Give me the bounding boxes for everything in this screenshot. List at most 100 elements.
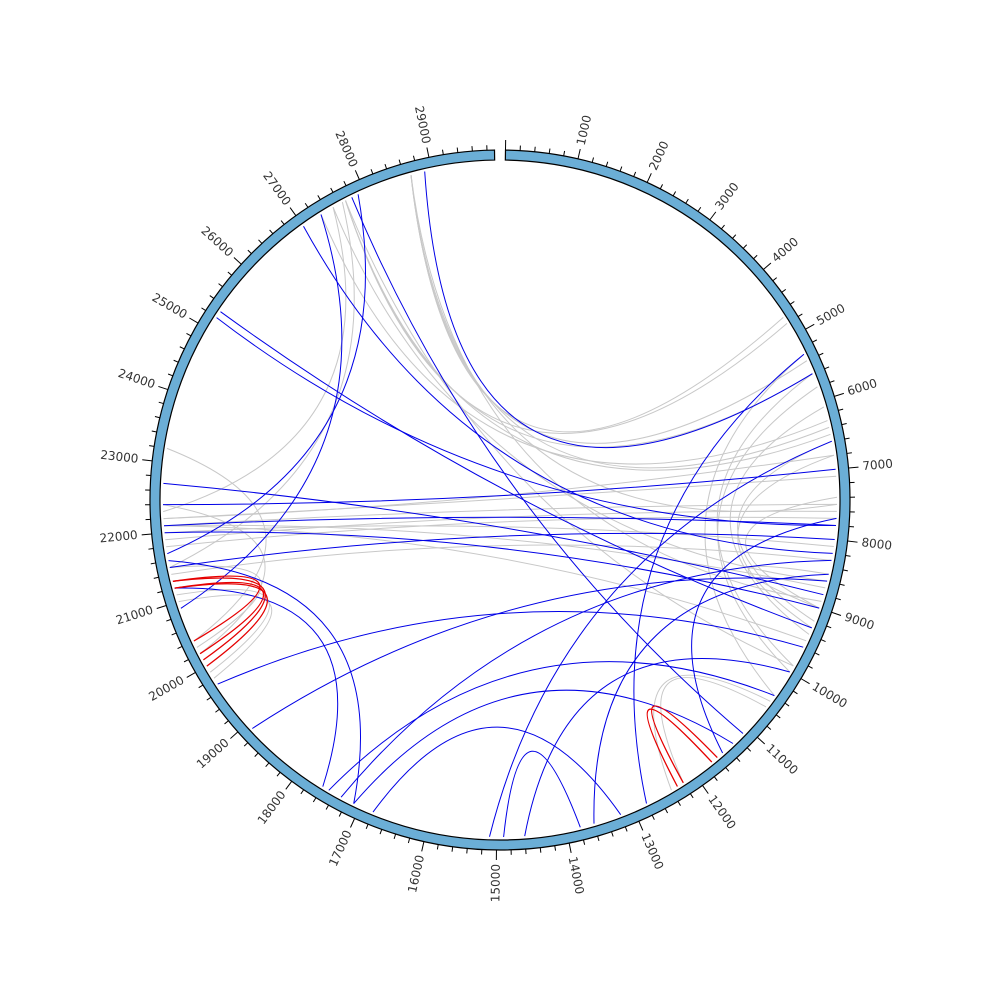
blue-link <box>503 750 581 838</box>
minor-tick <box>845 555 851 557</box>
minor-tick <box>183 659 189 663</box>
major-tick <box>848 466 859 469</box>
minor-tick <box>218 283 223 288</box>
minor-tick <box>824 366 830 370</box>
minor-tick <box>379 829 383 835</box>
gray-link <box>320 214 828 465</box>
gray-link <box>704 353 805 696</box>
major-tick <box>141 533 152 536</box>
major-tick <box>186 672 196 678</box>
major-tick <box>350 818 356 828</box>
minor-tick <box>317 195 321 200</box>
red-link <box>651 705 718 784</box>
genome-ring <box>149 149 851 851</box>
major-tick <box>354 170 360 180</box>
minor-tick <box>325 804 329 810</box>
minor-tick <box>838 408 844 411</box>
tick-label: 21000 <box>114 603 155 628</box>
minor-tick <box>697 206 702 212</box>
minor-tick <box>766 725 772 730</box>
tick-label: 2000 <box>646 139 672 173</box>
minor-tick <box>276 772 281 777</box>
minor-tick <box>247 249 252 254</box>
minor-tick <box>456 147 459 153</box>
minor-tick <box>820 639 826 643</box>
minor-tick <box>436 844 439 850</box>
minor-tick <box>157 590 163 594</box>
tick-label: 7000 <box>862 456 894 473</box>
minor-tick <box>330 187 334 193</box>
tick-label: 23000 <box>100 448 140 466</box>
minor-tick <box>442 149 444 155</box>
minor-tick <box>407 838 411 844</box>
minor-tick <box>198 684 204 689</box>
minor-tick <box>713 776 718 781</box>
tick-labels: 1000 2000 3000 4000 5000 6000 7000 8000 9000 1000… <box>99 105 894 903</box>
gray-link <box>737 440 832 622</box>
major-tick <box>577 148 581 159</box>
blue-link <box>217 611 804 685</box>
minor-tick <box>839 583 845 586</box>
blue-link <box>163 516 837 527</box>
blue-link <box>351 197 744 734</box>
minor-tick <box>842 569 848 572</box>
minor-tick <box>591 157 595 163</box>
blue-links <box>162 171 837 838</box>
minor-tick <box>398 159 402 165</box>
minor-tick <box>664 808 669 814</box>
blue-link <box>691 517 837 754</box>
minor-tick <box>814 652 820 656</box>
gray-link <box>345 200 813 448</box>
gray-link <box>653 674 771 791</box>
red-link <box>172 577 266 661</box>
major-tick <box>189 317 199 324</box>
red-links <box>172 575 718 787</box>
minor-tick <box>154 416 160 419</box>
gray-link <box>729 406 825 635</box>
minor-tick <box>846 452 852 454</box>
tick-label: 8000 <box>861 535 893 552</box>
minor-tick <box>835 597 841 601</box>
minor-tick <box>818 352 824 356</box>
blue-link <box>164 531 820 609</box>
major-tick <box>230 731 239 739</box>
red-link <box>646 708 713 787</box>
blue-link <box>524 658 790 837</box>
red-link <box>174 583 268 667</box>
major-tick <box>763 262 772 270</box>
genome-segment <box>149 149 851 851</box>
major-tick <box>834 392 844 397</box>
tick-label: 3000 <box>712 180 742 213</box>
minor-tick <box>807 665 813 669</box>
minor-tick <box>254 752 259 757</box>
gray-link <box>163 475 837 520</box>
gray-link <box>745 496 838 609</box>
minor-tick <box>582 839 586 845</box>
tick-label: 20000 <box>146 673 186 704</box>
tick-label: 15000 <box>488 864 502 902</box>
minor-tick <box>742 244 748 249</box>
minor-tick <box>243 742 249 747</box>
minor-tick <box>451 846 454 852</box>
tick-label: 4000 <box>769 235 801 266</box>
minor-tick <box>149 445 155 447</box>
minor-tick <box>829 380 835 383</box>
minor-tick <box>797 313 803 318</box>
minor-tick <box>153 576 159 579</box>
minor-tick <box>772 277 778 282</box>
major-tick <box>831 611 842 616</box>
gray-link <box>716 373 813 667</box>
minor-tick <box>365 823 369 830</box>
tick-label: 1000 <box>574 114 594 147</box>
blue-link <box>169 532 835 568</box>
blue-link <box>303 225 833 554</box>
tick-label: 11000 <box>763 741 801 777</box>
minor-tick <box>186 333 192 337</box>
minor-tick <box>844 437 850 440</box>
blue-link <box>168 560 361 804</box>
minor-tick <box>677 801 681 806</box>
minor-tick <box>689 793 694 799</box>
minor-tick <box>393 833 397 839</box>
